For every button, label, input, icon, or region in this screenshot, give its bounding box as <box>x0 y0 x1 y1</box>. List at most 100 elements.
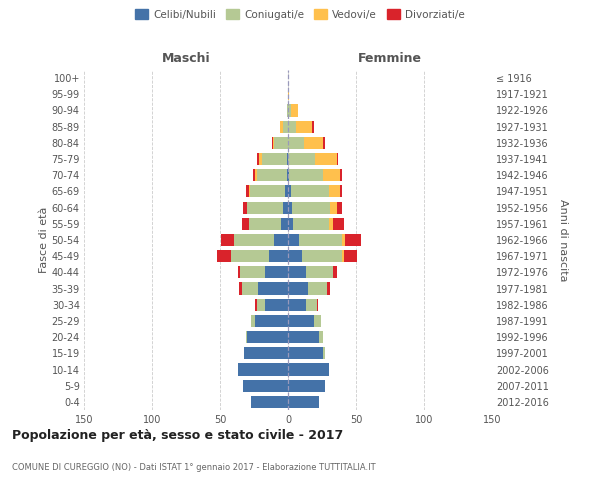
Bar <box>337 153 338 165</box>
Bar <box>340 169 343 181</box>
Bar <box>288 137 304 149</box>
Bar <box>308 282 328 294</box>
Bar <box>313 120 314 132</box>
Bar <box>258 282 288 294</box>
Bar <box>243 380 288 392</box>
Text: Femmine: Femmine <box>358 52 422 65</box>
Bar <box>281 218 288 230</box>
Bar <box>315 153 337 165</box>
Bar <box>292 202 330 213</box>
Bar <box>273 137 274 149</box>
Bar <box>259 153 262 165</box>
Bar <box>274 137 288 149</box>
Bar <box>253 169 256 181</box>
Bar <box>317 298 318 311</box>
Bar <box>257 169 287 181</box>
Bar <box>288 348 323 360</box>
Bar <box>239 282 242 294</box>
Bar <box>291 104 298 117</box>
Bar <box>246 331 247 343</box>
Bar <box>265 266 288 278</box>
Bar <box>344 250 358 262</box>
Bar <box>288 104 291 117</box>
Bar <box>251 396 288 408</box>
Bar <box>323 169 340 181</box>
Bar <box>288 186 291 198</box>
Bar <box>243 202 247 213</box>
Bar <box>280 120 283 132</box>
Bar <box>304 137 323 149</box>
Bar <box>323 137 325 149</box>
Bar <box>274 234 288 246</box>
Bar <box>238 266 241 278</box>
Bar <box>323 348 325 360</box>
Bar <box>288 298 305 311</box>
Bar <box>241 266 265 278</box>
Text: Maschi: Maschi <box>161 52 211 65</box>
Bar <box>343 250 344 262</box>
Bar <box>242 282 258 294</box>
Bar <box>285 186 288 198</box>
Bar <box>283 120 288 132</box>
Bar <box>288 250 302 262</box>
Bar <box>256 169 257 181</box>
Bar <box>246 186 248 198</box>
Bar <box>296 120 313 132</box>
Bar <box>269 250 288 262</box>
Bar <box>345 234 361 246</box>
Bar <box>288 315 314 327</box>
Text: COMUNE DI CUREGGIO (NO) - Dati ISTAT 1° gennaio 2017 - Elaborazione TUTTITALIA.I: COMUNE DI CUREGGIO (NO) - Dati ISTAT 1° … <box>12 464 376 472</box>
Bar <box>238 364 288 376</box>
Bar <box>288 282 308 294</box>
Bar <box>244 348 288 360</box>
Bar <box>283 202 288 213</box>
Bar <box>257 298 265 311</box>
Bar <box>333 266 337 278</box>
Bar <box>233 234 274 246</box>
Bar <box>288 153 315 165</box>
Bar <box>247 202 283 213</box>
Bar <box>288 331 319 343</box>
Bar <box>248 218 281 230</box>
Bar <box>251 315 256 327</box>
Bar <box>221 234 233 246</box>
Bar <box>288 364 329 376</box>
Bar <box>340 186 343 198</box>
Bar <box>217 250 231 262</box>
Bar <box>288 380 325 392</box>
Bar <box>242 218 248 230</box>
Bar <box>299 234 343 246</box>
Text: Popolazione per età, sesso e stato civile - 2017: Popolazione per età, sesso e stato civil… <box>12 430 343 442</box>
Bar <box>330 202 337 213</box>
Bar <box>287 169 288 181</box>
Legend: Celibi/Nubili, Coniugati/e, Vedovi/e, Divorziati/e: Celibi/Nubili, Coniugati/e, Vedovi/e, Di… <box>131 5 469 24</box>
Bar <box>305 298 317 311</box>
Y-axis label: Fasce di età: Fasce di età <box>38 207 49 273</box>
Bar <box>265 298 288 311</box>
Bar <box>256 298 257 311</box>
Bar <box>328 282 330 294</box>
Bar <box>289 169 323 181</box>
Bar <box>329 186 340 198</box>
Bar <box>288 202 292 213</box>
Bar <box>291 186 329 198</box>
Bar <box>247 331 288 343</box>
Bar <box>256 315 288 327</box>
Bar <box>293 218 329 230</box>
Bar <box>343 234 345 246</box>
Bar <box>305 266 333 278</box>
Bar <box>262 153 287 165</box>
Bar <box>288 120 296 132</box>
Bar <box>288 169 289 181</box>
Bar <box>329 218 333 230</box>
Bar <box>257 153 259 165</box>
Bar <box>288 218 293 230</box>
Bar <box>333 218 344 230</box>
Bar <box>272 137 273 149</box>
Bar <box>287 153 288 165</box>
Bar <box>314 315 320 327</box>
Bar <box>287 104 288 117</box>
Y-axis label: Anni di nascita: Anni di nascita <box>559 198 568 281</box>
Bar <box>288 396 319 408</box>
Bar <box>248 186 250 198</box>
